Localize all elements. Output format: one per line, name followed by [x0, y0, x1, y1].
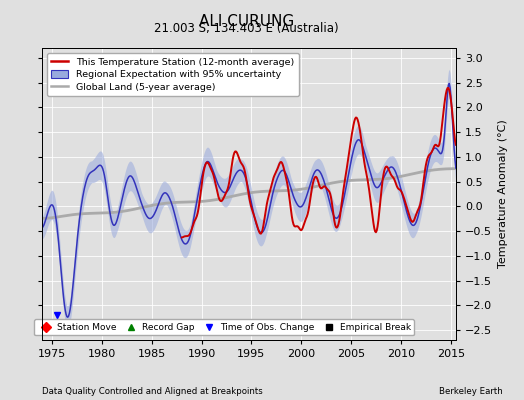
- Legend: Station Move, Record Gap, Time of Obs. Change, Empirical Break: Station Move, Record Gap, Time of Obs. C…: [34, 319, 414, 336]
- Text: ALI CURUNG: ALI CURUNG: [199, 14, 294, 29]
- Text: 21.003 S, 134.403 E (Australia): 21.003 S, 134.403 E (Australia): [154, 22, 339, 35]
- Text: Data Quality Controlled and Aligned at Breakpoints: Data Quality Controlled and Aligned at B…: [42, 387, 263, 396]
- Y-axis label: Temperature Anomaly (°C): Temperature Anomaly (°C): [498, 120, 508, 268]
- Text: Berkeley Earth: Berkeley Earth: [439, 387, 503, 396]
